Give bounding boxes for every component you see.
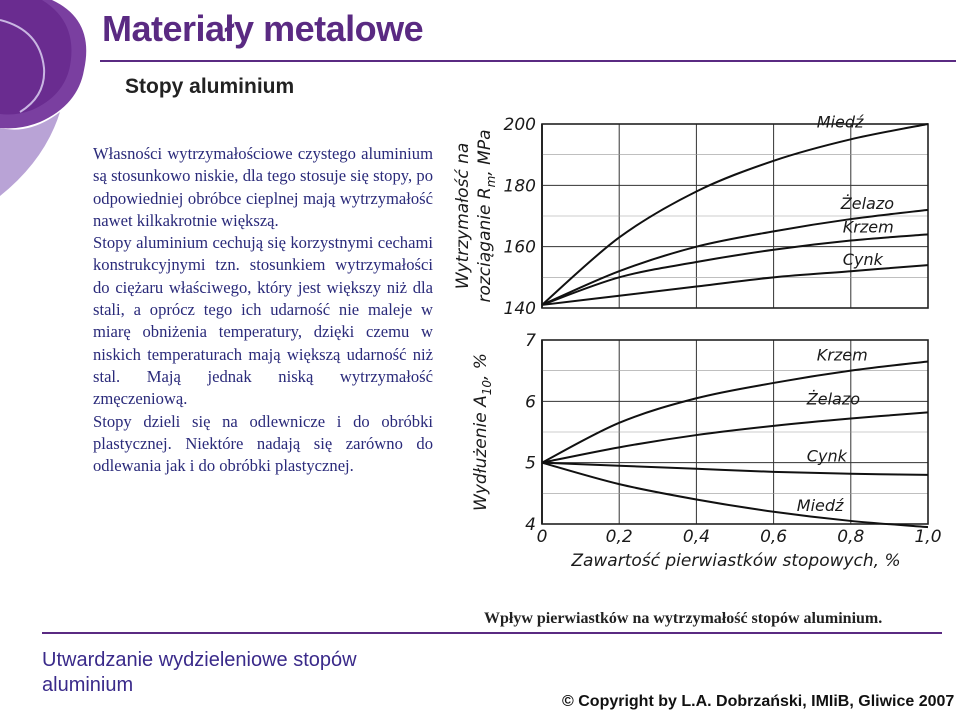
- paragraph-1: Własności wytrzymałościowe czystego alum…: [93, 144, 433, 230]
- y-axis-label-elongation: Wydłużenie A10, %: [471, 353, 494, 511]
- strength-panel: 200 180 160 140 Miedź Żelazo Krzem Cynk: [504, 112, 929, 319]
- footer-divider: [42, 632, 942, 634]
- x-tick-label: 0,2: [606, 527, 633, 547]
- corner-decoration: [0, 0, 87, 196]
- y-axis-label-unit: , %: [471, 353, 491, 380]
- header-divider: [100, 60, 956, 62]
- y-tick-label: 180: [504, 176, 536, 196]
- series-line: [541, 411, 929, 464]
- body-text: Własności wytrzymałościowe czystego alum…: [93, 143, 433, 477]
- y-axis-label-line2: rozciąganie Rm, MPa: [475, 129, 498, 302]
- y-axis-labels: Wytrzymałość na rozciąganie Rm, MPa Wydłuż…: [453, 129, 498, 511]
- alloy-effect-chart: 200 180 160 140 Miedź Żelazo Krzem Cynk 7 6 5 4 Krz…: [453, 112, 942, 571]
- plot-frame: [541, 339, 929, 525]
- y-tick-label: 5: [525, 454, 536, 474]
- series-label: Krzem: [817, 346, 868, 365]
- y-axis-label-main: Wydłużenie A: [471, 395, 491, 511]
- copyright-text: © Copyright by L.A. Dobrzański, IMIiB, G…: [562, 693, 955, 710]
- series-line: [541, 360, 929, 464]
- x-axis-label: Zawartość pierwiastków stopowych, %: [570, 551, 900, 571]
- x-tick-label: 0,6: [760, 527, 787, 547]
- series-line: [541, 233, 929, 306]
- x-tick-label: 0,8: [837, 527, 864, 547]
- paragraph-3: Stopy dzieli się na odlewnicze i do obró…: [93, 411, 433, 476]
- plot-frame: [541, 123, 929, 309]
- y-tick-label: 160: [504, 238, 536, 258]
- y-axis-label-line1: Wytrzymałość na: [453, 143, 473, 290]
- series-line: [541, 208, 929, 306]
- y-axis-label-strength: Wytrzymałość na rozciąganie Rm, MPa: [453, 129, 498, 302]
- series-label: Cynk: [807, 447, 848, 466]
- y-tick-label: 140: [504, 299, 536, 319]
- series-label: Cynk: [843, 250, 884, 269]
- y-tick-label: 200: [504, 115, 536, 135]
- series-line: [541, 461, 929, 476]
- series-line: [541, 123, 929, 306]
- y-axis-label-main: rozciąganie R: [475, 187, 495, 302]
- series-line: [541, 264, 929, 306]
- y-tick-label: 6: [525, 392, 536, 412]
- series-label: Krzem: [843, 218, 894, 237]
- series-label: Żelazo: [840, 194, 894, 213]
- y-tick-label: 7: [525, 331, 536, 351]
- footer-section-title: Utwardzanie wydzieleniowe stopów alumini…: [42, 649, 357, 696]
- x-tick-label: 0,4: [683, 527, 710, 547]
- elongation-panel: 7 6 5 4 Krzem Żelazo Cynk Miedź: [525, 331, 929, 535]
- y-tick-label: 4: [525, 515, 536, 535]
- y-axis-label-sub: 10: [480, 380, 494, 396]
- figure-caption: Wpływ pierwiastków na wytrzymałość stopó…: [484, 610, 883, 627]
- y-axis-label-sub: m: [484, 176, 498, 188]
- x-tick-label: 0: [537, 527, 548, 547]
- section-subtitle: Stopy aluminium: [125, 75, 295, 98]
- x-axis: 0 0,2 0,4 0,6 0,8 1,0 Zawartość pierwiastków s…: [537, 527, 942, 571]
- series-label: Żelazo: [806, 390, 860, 409]
- y-axis-label-text: Wydłużenie A10, %: [471, 353, 494, 511]
- series-label: Miedź: [817, 112, 864, 131]
- page-title: Materiały metalowe: [102, 8, 424, 49]
- paragraph-2: Stopy aluminium cechują się korzystnymi …: [93, 233, 433, 409]
- x-tick-label: 1,0: [914, 527, 941, 547]
- series-line: [541, 461, 929, 529]
- y-axis-label-unit: , MPa: [475, 129, 495, 175]
- series-label: Miedź: [797, 496, 844, 515]
